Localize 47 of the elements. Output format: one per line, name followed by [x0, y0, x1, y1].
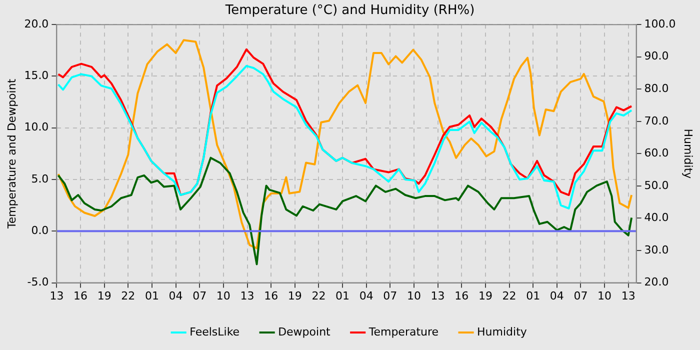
x-tick-label: 10 — [406, 289, 421, 302]
x-tick-label: 13 — [621, 289, 636, 302]
legend-label: Dewpoint — [278, 325, 332, 338]
y2-axis-title: Humidity — [682, 128, 695, 180]
y-tick-label: -5.0 — [27, 276, 49, 289]
x-tick-label: 10 — [216, 289, 230, 302]
x-tick-label: 04 — [168, 289, 183, 302]
x-tick-label: 22 — [502, 289, 516, 302]
x-tick-label: 01 — [336, 289, 350, 302]
y2-tick-label: 20.0 — [644, 276, 669, 289]
x-tick-label: 16 — [264, 289, 278, 302]
y2-tick-label: 50.0 — [644, 178, 669, 192]
y-tick-label: 5.0 — [31, 172, 49, 186]
x-tick-label: 13 — [430, 289, 445, 302]
x-tick-label: 04 — [550, 289, 564, 302]
x-tick-label: 07 — [574, 289, 588, 302]
x-tick-label: 13 — [240, 289, 254, 302]
y-axis-title: Temperature and Dewpoint — [5, 78, 18, 230]
x-tick-label: 01 — [526, 289, 540, 302]
x-tick-label: 19 — [478, 289, 492, 302]
x-tick-label: 01 — [144, 289, 159, 302]
y-tick-label: 15.0 — [24, 69, 49, 82]
x-tick-label: 07 — [383, 289, 398, 302]
x-tick-label: 13 — [50, 289, 64, 302]
x-tick-label: 22 — [121, 289, 136, 302]
x-tick-label: 16 — [74, 289, 88, 302]
y2-tick-label: 30.0 — [644, 243, 669, 256]
y2-tick-label: 40.0 — [644, 211, 669, 224]
x-tick-label: 04 — [359, 289, 374, 302]
y2-tick-label: 90.0 — [644, 50, 669, 63]
chart-title: Temperature (°C) and Humidity (RH%) — [224, 3, 475, 18]
x-tick-label: 10 — [598, 289, 612, 302]
y2-tick-label: 80.0 — [644, 82, 669, 96]
y-tick-label: 20.0 — [24, 17, 49, 30]
legend-label: Humidity — [477, 325, 528, 338]
y2-tick-label: 100.0 — [644, 17, 676, 30]
y-tick-label: 0.0 — [31, 224, 49, 238]
y2-tick-label: 60.0 — [644, 146, 669, 160]
legend-label: FeelsLike — [190, 325, 240, 338]
y-tick-label: 10.0 — [24, 120, 49, 134]
x-tick-label: 19 — [97, 289, 112, 302]
x-tick-label: 07 — [192, 289, 207, 302]
y2-tick-label: 70.0 — [644, 114, 669, 128]
x-tick-label: 22 — [312, 289, 326, 302]
x-tick-label: 19 — [288, 289, 302, 302]
x-tick-label: 16 — [454, 289, 469, 302]
legend-label: Temperature — [368, 325, 439, 338]
